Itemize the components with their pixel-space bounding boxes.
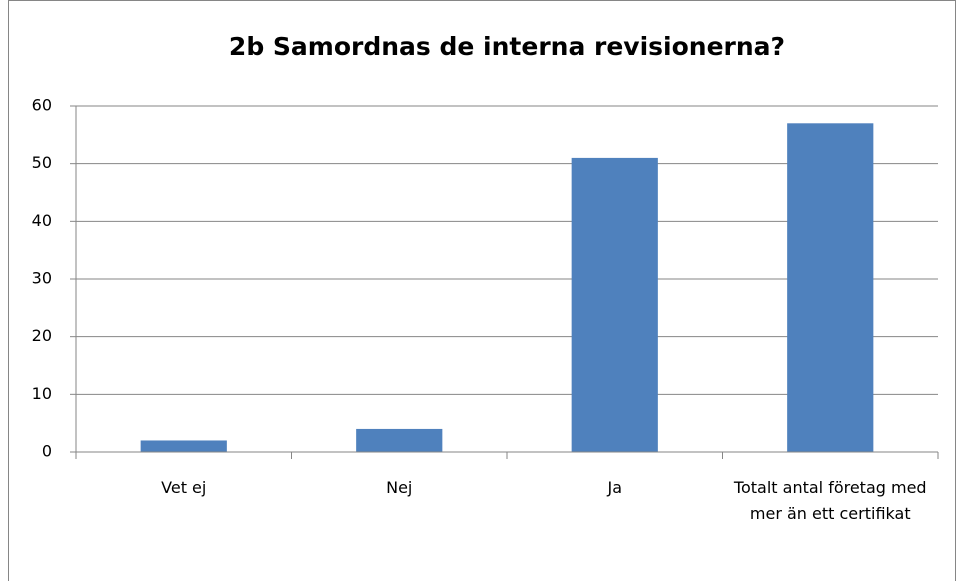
x-tick-label: Nej	[386, 478, 413, 497]
bar	[571, 157, 658, 452]
bar	[356, 428, 443, 452]
chart-frame	[8, 0, 956, 581]
y-tick-label: 0	[42, 442, 52, 461]
x-tick-label: Vet ej	[161, 478, 207, 497]
y-tick-label: 60	[32, 96, 52, 115]
bar	[140, 440, 227, 452]
x-tick-label: Ja	[607, 478, 623, 497]
y-tick-label: 20	[32, 326, 52, 345]
chart-title: 2b Samordnas de interna revisionerna?	[229, 32, 785, 61]
bar	[787, 123, 874, 453]
y-tick-label: 30	[32, 269, 52, 288]
y-tick-label: 10	[32, 384, 52, 403]
y-tick-label: 40	[32, 211, 52, 230]
x-tick-label: Totalt antal företag med mer än ett cert…	[733, 478, 927, 523]
y-tick-label: 50	[32, 153, 52, 172]
